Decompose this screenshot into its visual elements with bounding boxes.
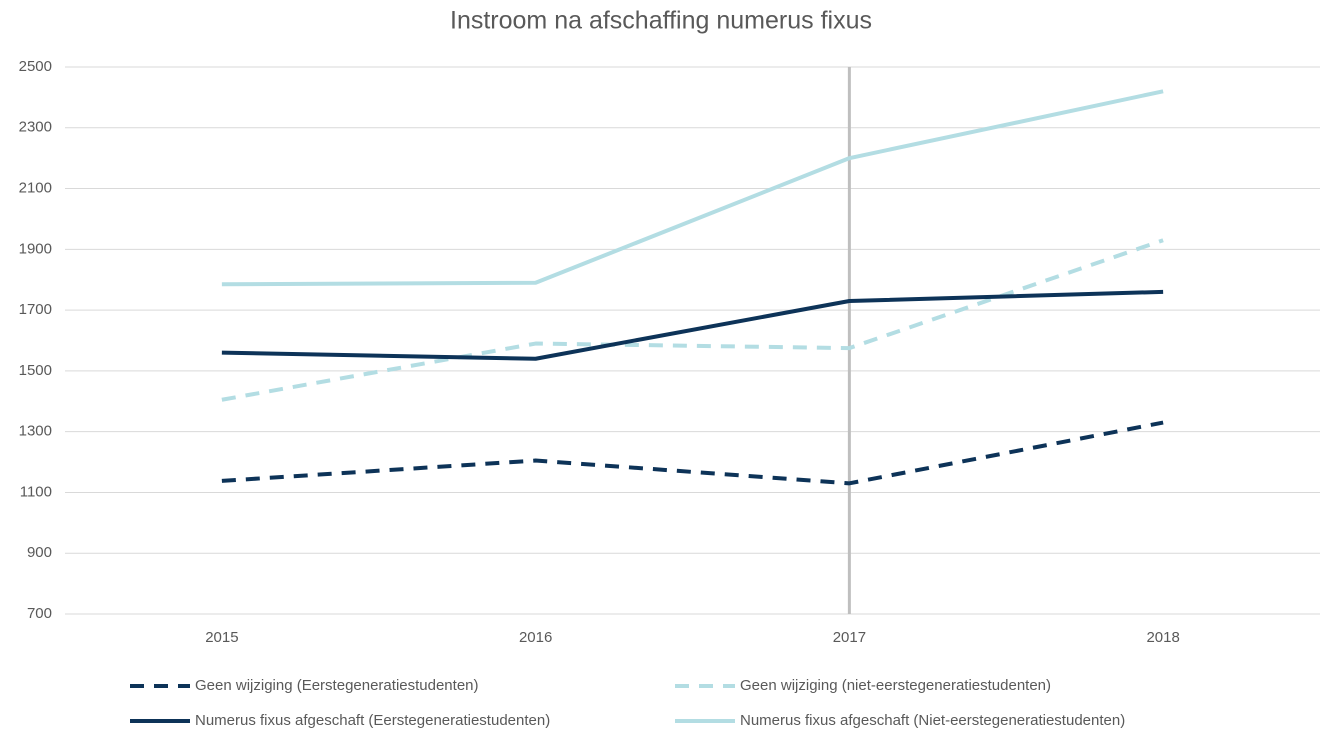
x-tick-label: 2018 [1146,629,1179,646]
x-tick-label: 2016 [519,629,552,646]
y-tick-label: 2300 [19,119,52,136]
legend-label: Geen wijziging (niet-eerstegeneratiestud… [740,677,1051,694]
series-line [221,420,1164,486]
series-line [221,289,1164,361]
legend-label: Geen wijziging (Eerstegeneratiestudenten… [195,677,479,694]
x-tick-label: 2017 [833,629,866,646]
legend-label: Numerus fixus afgeschaft (Eerstegenerati… [195,712,550,729]
y-tick-label: 2500 [19,58,52,75]
series-line [221,238,1164,402]
y-tick-label: 1300 [19,423,52,440]
chart-title: Instroom na afschaffing numerus fixus [450,7,872,35]
y-tick-label: 1100 [20,483,52,500]
y-tick-label: 2100 [19,180,52,197]
y-tick-label: 1500 [19,362,52,379]
legend-label: Numerus fixus afgeschaft (Niet-eerstegen… [740,712,1125,729]
y-tick-label: 1900 [19,240,52,257]
x-tick-label: 2015 [205,629,238,646]
y-tick-label: 900 [27,544,52,561]
y-tick-label: 1700 [19,301,52,318]
series-line [221,89,1164,287]
y-tick-label: 700 [27,605,52,622]
